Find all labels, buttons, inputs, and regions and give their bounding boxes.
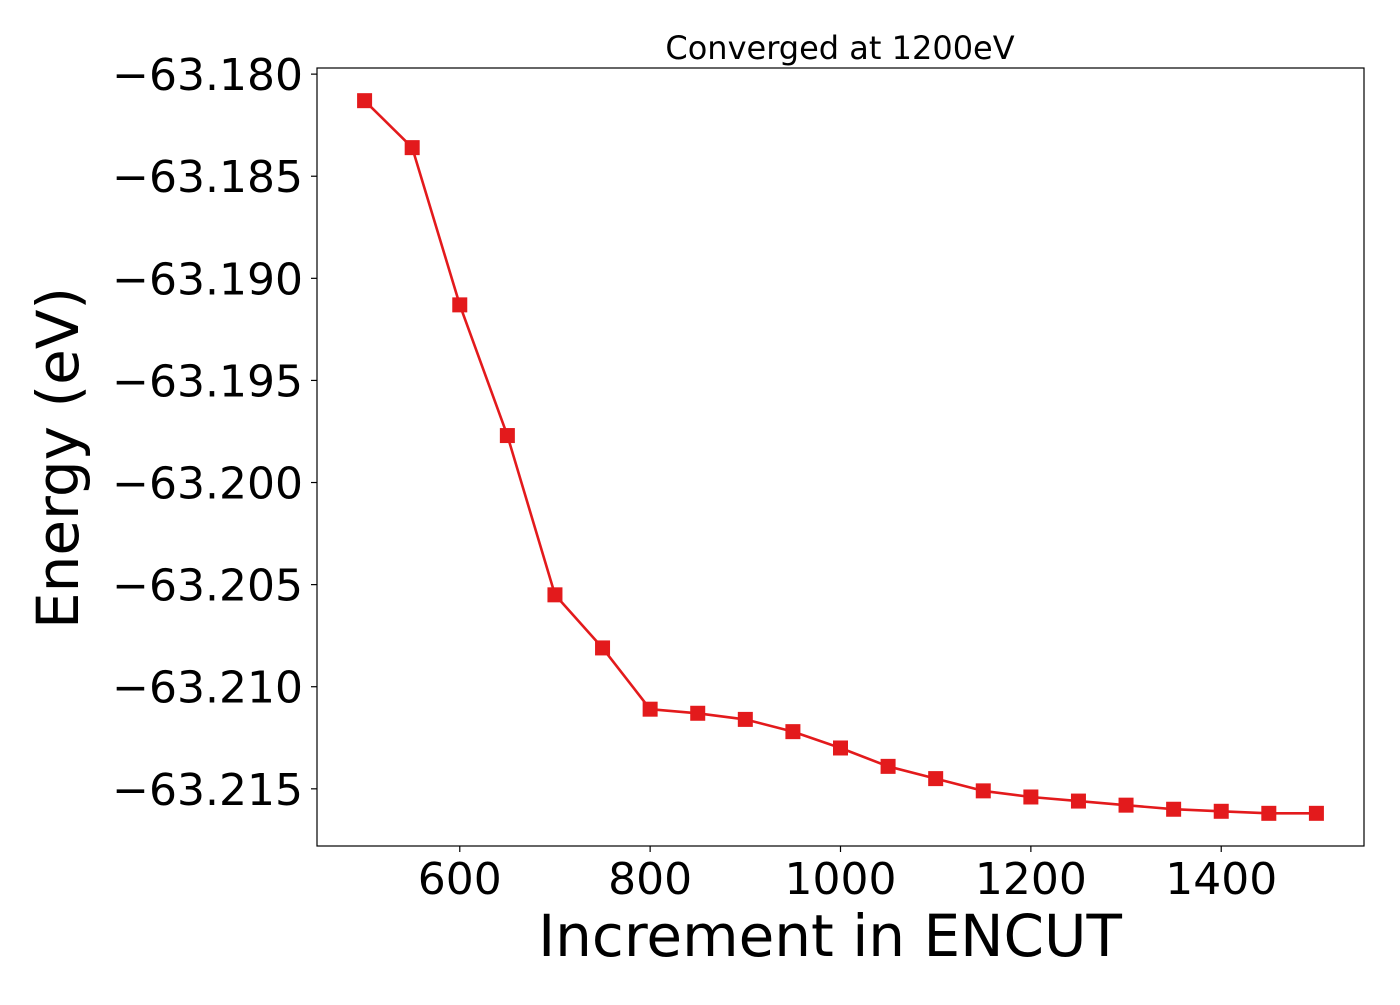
data-point [975, 783, 991, 799]
y-tick-label: −63.185 [112, 152, 303, 203]
y-tick-label: −63.190 [112, 254, 303, 305]
x-tick-label: 600 [418, 854, 502, 905]
data-point [452, 297, 468, 313]
data-point [595, 640, 611, 656]
x-axis-label: Increment in ENCUT [538, 902, 1122, 970]
data-point [880, 758, 896, 774]
x-tick-label: 800 [608, 854, 692, 905]
chart-title: Converged at 1200eV [665, 29, 1014, 67]
y-tick-label: −63.210 [112, 663, 303, 714]
data-point [499, 428, 515, 444]
data-point [1023, 789, 1039, 805]
x-tick-label: 1200 [975, 854, 1087, 905]
data-point [1070, 793, 1086, 809]
plot-frame [316, 67, 1365, 847]
data-point [642, 701, 658, 717]
data-point [928, 771, 944, 787]
data-point [737, 711, 753, 727]
y-axis-ticks: −63.180 −63.185 −63.190 −63.195 −63.200 −63.2… [112, 50, 317, 816]
y-tick-label: −63.180 [112, 50, 303, 101]
y-tick-label: −63.195 [112, 356, 303, 407]
plot-area [316, 67, 1365, 847]
x-axis-ticks: 600 800 1000 1200 1400 [418, 846, 1277, 905]
data-point [833, 740, 848, 756]
data-point [1166, 801, 1182, 817]
x-tick-label: 1400 [1165, 854, 1277, 905]
data-point [404, 140, 420, 156]
data-point [785, 724, 801, 740]
series-line [363, 99, 1317, 815]
data-point [1261, 805, 1277, 821]
series-layer [357, 93, 1324, 821]
data-point [690, 705, 706, 721]
y-tick-label: −63.215 [112, 765, 303, 816]
y-tick-label: −63.205 [112, 561, 303, 612]
data-point [1118, 797, 1134, 813]
x-tick-label: 1000 [785, 854, 897, 905]
data-point [1213, 803, 1229, 819]
data-point [547, 587, 563, 603]
data-point [357, 93, 373, 109]
data-point [1308, 805, 1324, 821]
y-axis-label: Energy (eV) [24, 287, 92, 629]
y-tick-label: −63.200 [112, 459, 303, 510]
